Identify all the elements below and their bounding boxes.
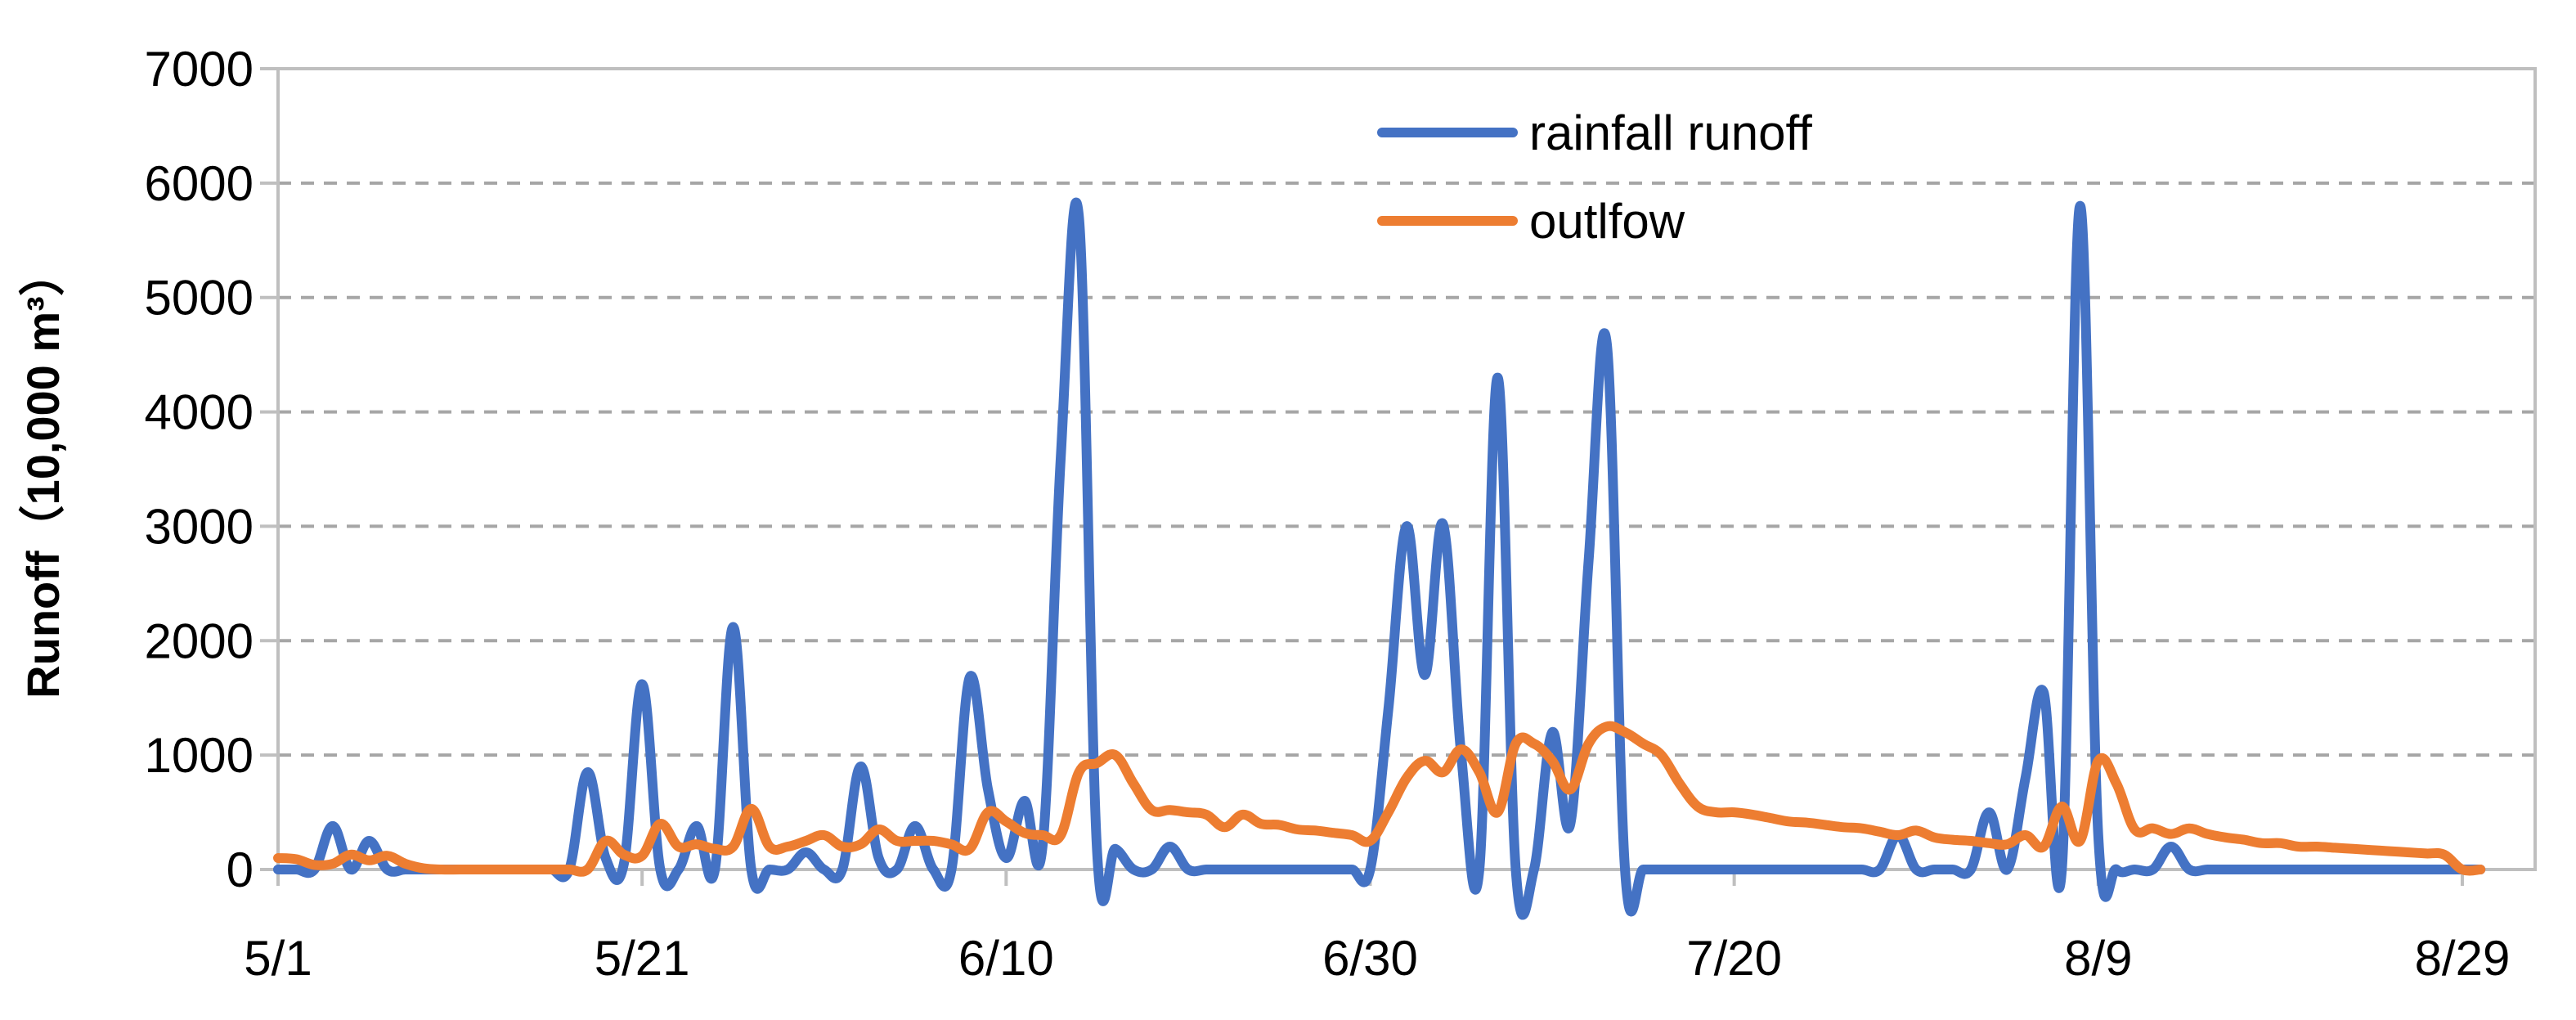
x-tick-label: 7/20 — [1686, 931, 1782, 986]
x-tick-label: 5/1 — [244, 931, 312, 986]
axis-layer: 0 1000 2000 3000 4000 5000 6000 7000 5/1 5/21 6/10… — [145, 42, 2537, 986]
series-layer — [273, 197, 2486, 920]
x-tick-label: 8/29 — [2415, 931, 2511, 986]
x-tick-label: 5/21 — [595, 931, 690, 986]
legend: rainfall runoff outlfow — [1377, 106, 1812, 249]
x-tick-label: 8/9 — [2064, 931, 2132, 986]
y-tick-label: 5000 — [145, 271, 254, 326]
plot-frame — [276, 67, 2537, 871]
legend-label: rainfall runoff — [1529, 106, 1812, 160]
series-line-1 — [273, 721, 2486, 877]
x-tick-label: 6/10 — [958, 931, 1054, 986]
legend-label: outlfow — [1529, 194, 1685, 249]
y-tick-label: 7000 — [145, 42, 254, 97]
series-line-0 — [273, 197, 2486, 920]
y-tick-label: 6000 — [145, 156, 254, 211]
y-tick-label: 3000 — [145, 499, 254, 554]
y-tick-label: 4000 — [145, 385, 254, 440]
y-axis-title: Runoff（10,000 m³） — [17, 250, 69, 699]
y-tick-label: 2000 — [145, 613, 254, 668]
x-tick-label: 6/30 — [1322, 931, 1418, 986]
grid-layer — [278, 181, 2535, 757]
y-tick-label: 0 — [227, 843, 254, 897]
y-tick-label: 1000 — [145, 728, 254, 783]
